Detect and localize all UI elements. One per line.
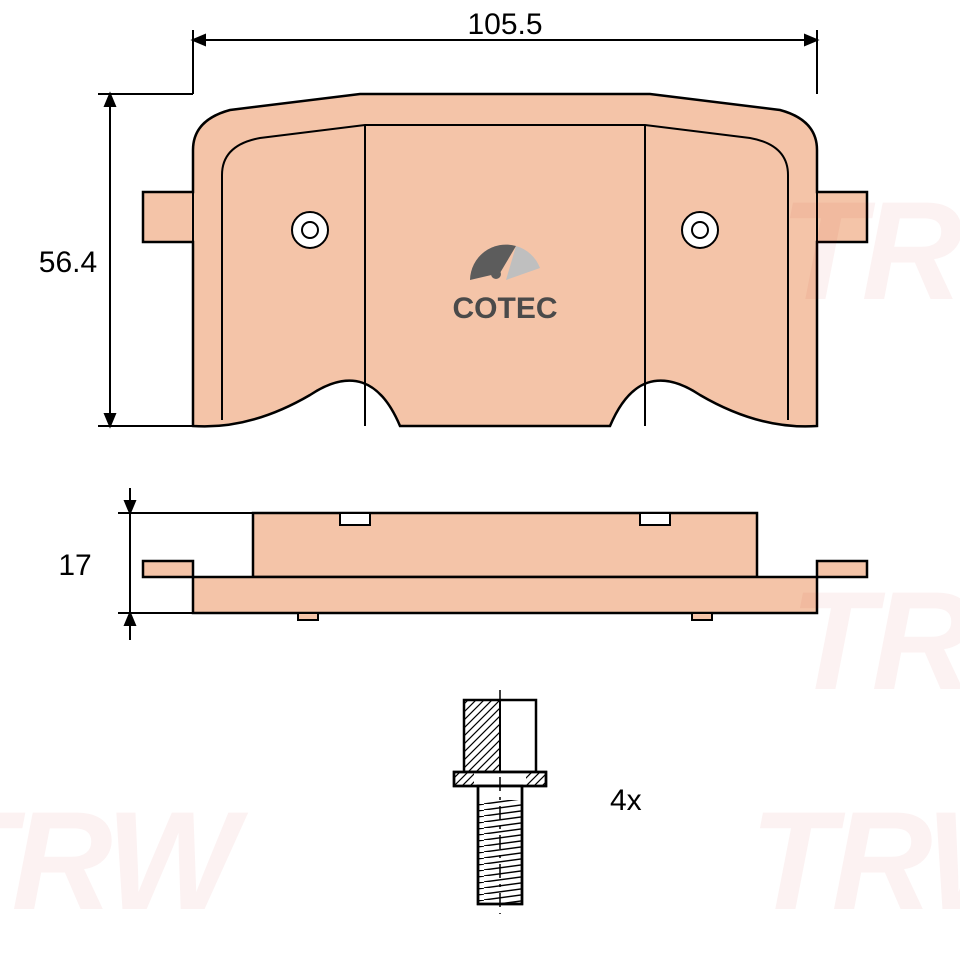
dim-thickness-label: 17 (58, 549, 91, 582)
friction-block (253, 513, 757, 577)
rivet-left (292, 212, 328, 248)
dim-height-label: 56.4 (39, 246, 97, 279)
pad-front-view: COTEC (143, 94, 867, 426)
notch (640, 513, 670, 525)
technical-drawing: COTEC 105.5 56.4 (0, 0, 960, 960)
clip-foot (298, 613, 318, 620)
pad-side-view (143, 513, 867, 620)
bolt: 4x (454, 690, 642, 914)
dim-width-label: 105.5 (467, 8, 542, 41)
dim-width: 105.5 (193, 8, 817, 94)
clip-foot (692, 613, 712, 620)
logo-text: COTEC (453, 292, 558, 325)
notch (340, 513, 370, 525)
rivet-right (682, 212, 718, 248)
dim-height: 56.4 (39, 94, 193, 426)
bolt-qty-label: 4x (610, 784, 642, 817)
